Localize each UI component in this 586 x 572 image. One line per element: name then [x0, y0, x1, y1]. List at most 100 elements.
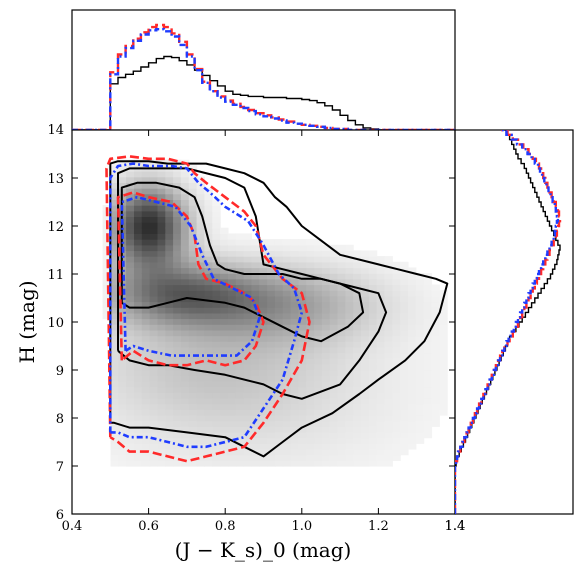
density-cell: [243, 250, 252, 257]
y-tick-label: 8: [56, 412, 64, 427]
density-cell: [196, 449, 205, 456]
density-cell: [227, 454, 237, 461]
density-cell: [439, 346, 448, 354]
density-cell: [408, 358, 417, 365]
density-cell: [415, 380, 425, 388]
density-cell: [282, 244, 292, 252]
density-cell: [180, 432, 190, 439]
density-cell: [134, 358, 143, 365]
density-cell: [196, 432, 205, 439]
density-cell: [188, 273, 198, 280]
density-cell: [220, 239, 229, 246]
density-cell: [345, 256, 354, 263]
density-cell: [353, 301, 362, 308]
density-cell: [188, 261, 198, 269]
density-cell: [314, 244, 323, 252]
density-cell: [274, 239, 284, 246]
density-cell: [392, 420, 401, 427]
density-cell: [212, 420, 221, 427]
density-cell: [267, 375, 276, 382]
density-cell: [220, 290, 229, 297]
density-cell: [408, 335, 417, 342]
density-cell: [118, 449, 127, 456]
density-cell: [188, 363, 198, 371]
density-cell: [321, 414, 331, 422]
density-cell: [126, 176, 135, 183]
density-cell: [408, 341, 417, 348]
density-cell: [165, 273, 174, 280]
density-cell: [376, 386, 386, 393]
density-cell: [173, 358, 182, 365]
density-cell: [227, 324, 237, 331]
density-cell: [188, 460, 198, 467]
density-cell: [134, 363, 143, 371]
density-cell: [204, 301, 213, 308]
density-cell: [157, 386, 166, 393]
density-cell: [204, 244, 213, 252]
density-cell: [180, 352, 190, 359]
density-cell: [165, 193, 174, 200]
density-cell: [415, 363, 425, 371]
density-cell: [157, 261, 166, 269]
density-cell: [188, 318, 198, 325]
density-cell: [220, 295, 229, 303]
density-cell: [267, 329, 276, 337]
density-cell: [251, 295, 260, 303]
density-cell: [290, 403, 299, 410]
density-cell: [267, 312, 276, 320]
density-cell: [392, 437, 401, 444]
density-cell: [282, 312, 292, 320]
density-cell: [134, 443, 143, 450]
density-cell: [321, 420, 331, 427]
density-cell: [165, 210, 174, 217]
density-cell: [196, 403, 205, 410]
density-cell: [141, 273, 151, 280]
density-cell: [212, 392, 221, 399]
density-cell: [126, 205, 135, 212]
density-cell: [329, 363, 339, 371]
density-cell: [345, 443, 354, 450]
density-cell: [165, 239, 174, 246]
density-cell: [134, 301, 143, 308]
density-cell: [384, 358, 393, 365]
density-cell: [376, 437, 386, 444]
density-cell: [110, 324, 119, 331]
density-cell: [259, 363, 268, 371]
density-cell: [149, 182, 158, 189]
density-cell: [149, 239, 158, 246]
density-cell: [368, 420, 378, 427]
density-cell: [149, 250, 158, 257]
density-cell: [251, 460, 260, 467]
density-cell: [204, 227, 213, 234]
density-cell: [384, 256, 393, 263]
density-cell: [251, 437, 260, 444]
density-cell: [157, 278, 166, 286]
density-cell: [173, 188, 182, 195]
density-cell: [149, 375, 158, 382]
density-cell: [267, 358, 276, 365]
density-cell: [290, 335, 299, 342]
density-cell: [267, 403, 276, 410]
density-cell: [212, 284, 221, 291]
density-cell: [251, 403, 260, 410]
density-cell: [345, 278, 354, 286]
density-cell: [408, 375, 417, 382]
density-cell: [134, 244, 143, 252]
density-cell: [329, 301, 339, 308]
density-cell: [243, 414, 252, 422]
density-cell: [251, 414, 260, 422]
density-cell: [400, 443, 409, 450]
density-cell: [220, 324, 229, 331]
density-cell: [220, 341, 229, 348]
density-cell: [220, 278, 229, 286]
density-cell: [361, 369, 370, 376]
density-cell: [235, 432, 245, 439]
density-cell: [251, 256, 260, 263]
density-cell: [368, 329, 378, 337]
density-cell: [126, 403, 135, 410]
density-cell: [314, 414, 323, 422]
density-cell: [243, 443, 252, 450]
density-cell: [173, 375, 182, 382]
density-cell: [243, 318, 252, 325]
density-cell: [118, 397, 127, 405]
